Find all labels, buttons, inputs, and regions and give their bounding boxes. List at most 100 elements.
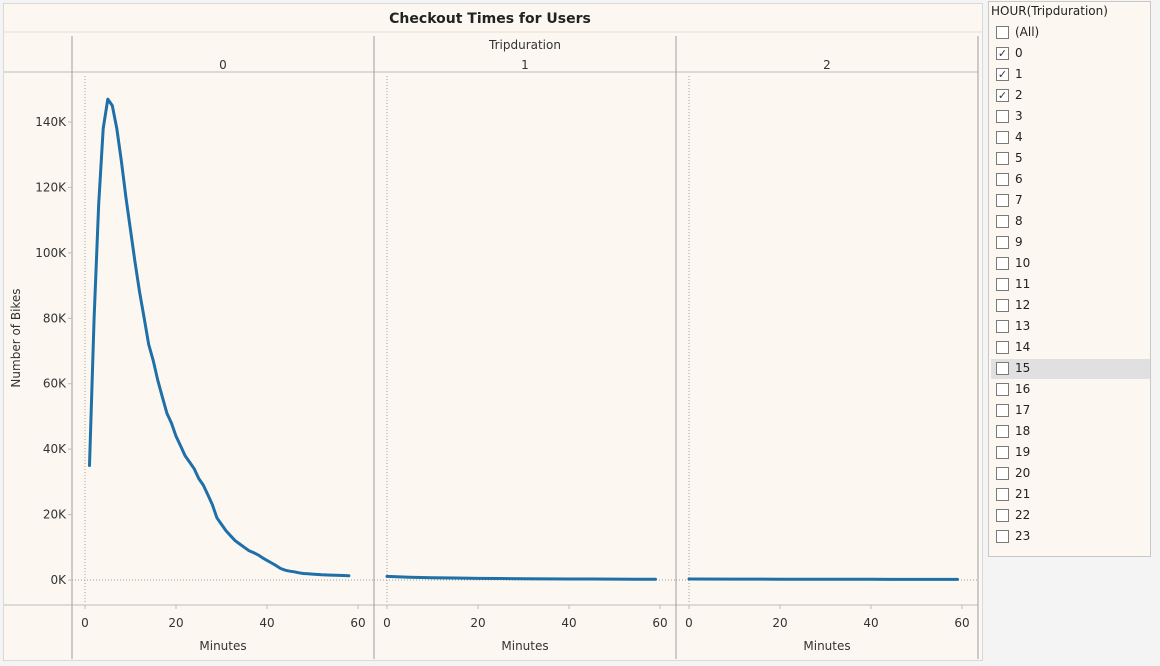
y-tick-label: 120K bbox=[35, 180, 67, 194]
filter-checkbox[interactable] bbox=[996, 257, 1009, 270]
filter-item[interactable]: 15 bbox=[991, 359, 1150, 379]
filter-checkbox[interactable] bbox=[996, 488, 1009, 501]
filter-item-label: 17 bbox=[1015, 403, 1031, 417]
y-tick-label: 80K bbox=[43, 311, 67, 325]
x-tick-label: 40 bbox=[561, 616, 576, 630]
filter-item-label: 8 bbox=[1015, 214, 1023, 228]
filter-item-label: 1 bbox=[1015, 67, 1023, 81]
y-axis-label: Number of Bikes bbox=[9, 288, 23, 387]
filter-checkbox[interactable] bbox=[996, 26, 1009, 39]
filter-item[interactable]: ✓ 0 bbox=[991, 44, 1150, 64]
filter-checkbox[interactable] bbox=[996, 278, 1009, 291]
series-line-1 bbox=[385, 574, 657, 581]
x-axis-label: Minutes bbox=[199, 639, 246, 653]
x-tick-label: 40 bbox=[259, 616, 274, 630]
filter-item[interactable]: 5 bbox=[991, 149, 1150, 169]
filter-item[interactable]: 17 bbox=[991, 401, 1150, 421]
x-tick-label: 60 bbox=[350, 616, 365, 630]
filter-checkbox[interactable] bbox=[996, 173, 1009, 186]
title-bar bbox=[4, 4, 982, 32]
filter-item-label: 18 bbox=[1015, 424, 1031, 438]
filter-item-label: 12 bbox=[1015, 298, 1031, 312]
filter-checkbox[interactable] bbox=[996, 110, 1009, 123]
x-tick-label: 60 bbox=[652, 616, 667, 630]
filter-item[interactable]: 3 bbox=[991, 107, 1150, 127]
filter-item-label: 9 bbox=[1015, 235, 1023, 249]
filter-item[interactable]: 12 bbox=[991, 296, 1150, 316]
filter-item-label: 15 bbox=[1015, 361, 1031, 375]
filter-item[interactable]: 16 bbox=[991, 380, 1150, 400]
panel-header-label: 1 bbox=[521, 58, 529, 72]
filter-item[interactable]: 22 bbox=[991, 506, 1150, 526]
filter-item[interactable]: 10 bbox=[991, 254, 1150, 274]
x-tick-label: 0 bbox=[81, 616, 89, 630]
y-tick-label: 100K bbox=[35, 246, 67, 260]
filter-title: HOUR(Tripduration) bbox=[991, 4, 1108, 18]
filter-item-label: 5 bbox=[1015, 151, 1023, 165]
x-tick-label: 40 bbox=[863, 616, 878, 630]
filter-item[interactable]: (All) bbox=[991, 23, 1150, 43]
filter-checkbox[interactable] bbox=[996, 446, 1009, 459]
filter-checkbox[interactable] bbox=[996, 404, 1009, 417]
filter-item[interactable]: 21 bbox=[991, 485, 1150, 505]
y-tick-label: 60K bbox=[43, 377, 67, 391]
filter-item-label: 4 bbox=[1015, 130, 1023, 144]
filter-checkbox[interactable] bbox=[996, 236, 1009, 249]
filter-item[interactable]: 23 bbox=[991, 527, 1150, 547]
filter-item-label: 2 bbox=[1015, 88, 1023, 102]
filter-checkbox[interactable] bbox=[996, 530, 1009, 543]
x-axis-label: Minutes bbox=[501, 639, 548, 653]
filter-checkbox[interactable] bbox=[996, 194, 1009, 207]
filter-item-label: 3 bbox=[1015, 109, 1023, 123]
filter-item[interactable]: 18 bbox=[991, 422, 1150, 442]
filter-item[interactable]: 8 bbox=[991, 212, 1150, 232]
filter-item-label: 0 bbox=[1015, 46, 1023, 60]
series-line-0 bbox=[88, 97, 351, 578]
filter-item[interactable]: 19 bbox=[991, 443, 1150, 463]
filter-item[interactable]: ✓ 1 bbox=[991, 65, 1150, 85]
filter-checkbox[interactable] bbox=[996, 362, 1009, 375]
filter-item[interactable]: 9 bbox=[991, 233, 1150, 253]
y-tick-label: 140K bbox=[35, 115, 67, 129]
filter-item-label: 21 bbox=[1015, 487, 1031, 501]
panel-header-label: 2 bbox=[823, 58, 831, 72]
filter-item[interactable]: 11 bbox=[991, 275, 1150, 295]
panel-header-label: 0 bbox=[219, 58, 227, 72]
filter-item-label: 13 bbox=[1015, 319, 1031, 333]
x-tick-label: 0 bbox=[685, 616, 693, 630]
filter-item-label: 6 bbox=[1015, 172, 1023, 186]
x-tick-label: 20 bbox=[470, 616, 485, 630]
filter-item-label: 20 bbox=[1015, 466, 1031, 480]
x-tick-label: 20 bbox=[168, 616, 183, 630]
filter-checkbox[interactable] bbox=[996, 509, 1009, 522]
x-axis-label: Minutes bbox=[803, 639, 850, 653]
x-tick-label: 60 bbox=[954, 616, 969, 630]
filter-checkbox[interactable] bbox=[996, 425, 1009, 438]
filter-item-label: (All) bbox=[1015, 25, 1040, 39]
filter-checkbox[interactable] bbox=[996, 215, 1009, 228]
filter-item[interactable]: ✓ 2 bbox=[991, 86, 1150, 106]
filter-item[interactable]: 13 bbox=[991, 317, 1150, 337]
filter-item-label: 10 bbox=[1015, 256, 1031, 270]
filter-item[interactable]: 7 bbox=[991, 191, 1150, 211]
y-tick-label: 20K bbox=[43, 508, 67, 522]
filter-item-label: 7 bbox=[1015, 193, 1023, 207]
hour-filter-panel: HOUR(Tripduration) (All) ✓ 0 ✓ 1 ✓ 2 3 4 5 6 7 8 9 10 1… bbox=[988, 1, 1151, 557]
filter-checkbox[interactable]: ✓ bbox=[996, 47, 1009, 60]
filter-item[interactable]: 20 bbox=[991, 464, 1150, 484]
filter-checkbox[interactable] bbox=[996, 152, 1009, 165]
filter-checkbox[interactable] bbox=[996, 299, 1009, 312]
filter-checkbox[interactable] bbox=[996, 320, 1009, 333]
chart-worksheet: Checkout Times for Users Tripduration Numb… bbox=[3, 3, 983, 661]
filter-checkbox[interactable] bbox=[996, 341, 1009, 354]
filter-checkbox[interactable] bbox=[996, 131, 1009, 144]
filter-item[interactable]: 6 bbox=[991, 170, 1150, 190]
y-tick-label: 0K bbox=[50, 573, 67, 587]
filter-checkbox[interactable]: ✓ bbox=[996, 68, 1009, 81]
filter-checkbox[interactable] bbox=[996, 383, 1009, 396]
filter-checkbox[interactable] bbox=[996, 467, 1009, 480]
filter-checkbox[interactable]: ✓ bbox=[996, 89, 1009, 102]
filter-item[interactable]: 14 bbox=[991, 338, 1150, 358]
filter-item[interactable]: 4 bbox=[991, 128, 1150, 148]
filter-item-label: 22 bbox=[1015, 508, 1031, 522]
